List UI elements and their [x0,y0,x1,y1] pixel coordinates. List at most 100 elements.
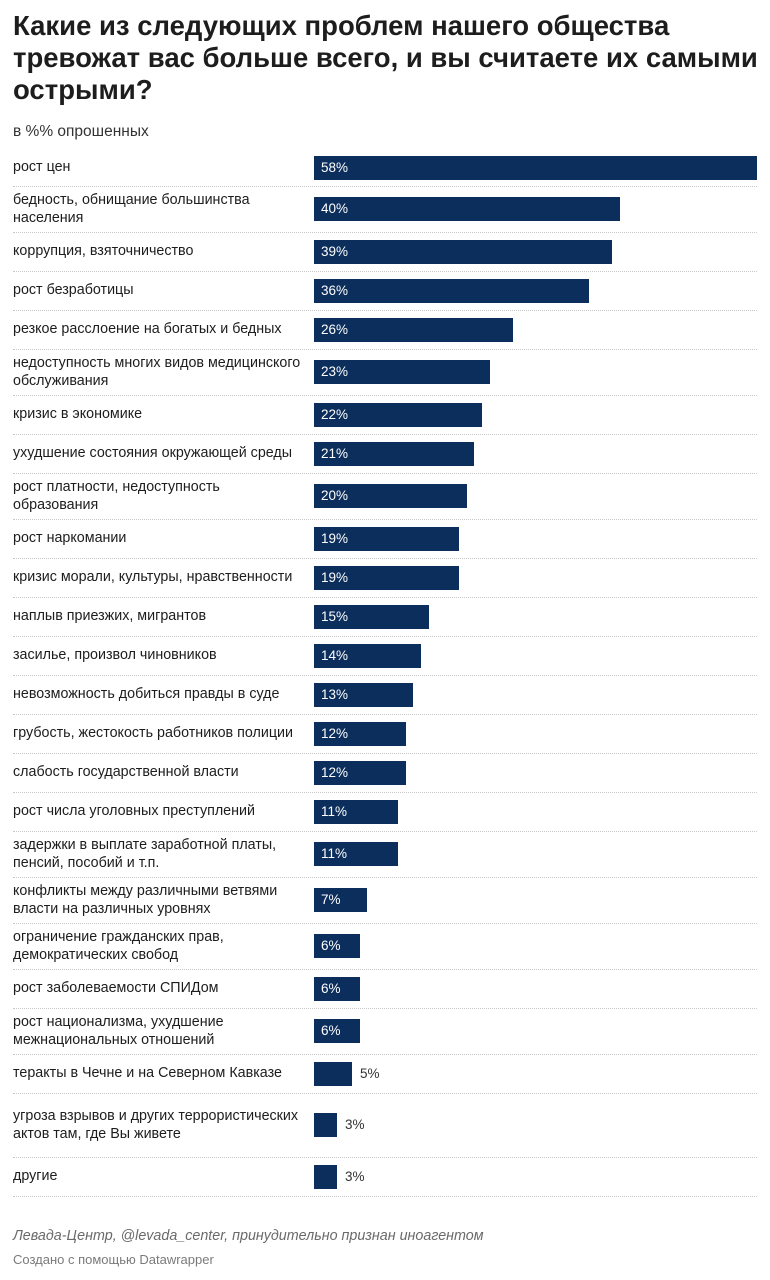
bar [314,1113,337,1137]
category-label: наплыв приезжих, мигрантов [13,608,207,624]
category-label: угроза взрывов и других террористических… [13,1108,299,1142]
bar [314,761,406,785]
value-label: 19% [321,570,349,585]
value-label: 21% [321,446,349,461]
category-label: рост платности, недоступность образовани… [13,479,220,513]
bar-row: наплыв приезжих, мигрантов 15% [13,597,757,637]
category-label: недоступность многих видов медицинского … [13,355,301,389]
bar [314,527,459,551]
category-label: другие [13,1168,58,1184]
bar [314,934,360,958]
category-label: рост числа уголовных преступлений [13,803,255,819]
bar [314,279,589,303]
bar [314,888,367,912]
bar-row: бедность, обнищание большинства населени… [13,186,757,233]
category-label: слабость государственной власти [13,764,239,780]
category-label: задержки в выплате заработной платы, пен… [13,837,277,871]
category-label: рост национализма, ухудшение межнационал… [13,1014,224,1048]
value-label: 12% [321,726,349,741]
category-label: коррупция, взяточничество [13,243,194,259]
value-label: 7% [321,892,341,907]
category-label: резкое расслоение на богатых и бедных [13,321,282,337]
value-label: 58% [321,160,349,175]
bar [314,360,490,384]
bar-row: рост заболеваемости СПИДом 6% [13,969,757,1009]
value-label: 11% [321,804,348,819]
bar [314,977,360,1001]
category-label: кризис морали, культуры, нравственности [13,569,293,585]
bar [314,605,429,629]
value-label: 15% [321,609,349,624]
bar-row: засилье, произвол чиновников 14% [13,636,757,676]
bar-row: задержки в выплате заработной платы, пен… [13,831,757,878]
category-label: рост безработицы [13,282,134,298]
category-label: рост наркомании [13,530,127,546]
bar [314,1062,352,1086]
value-label: 3% [345,1169,365,1184]
value-label: 39% [321,244,349,259]
bar [314,156,757,180]
bar-row: конфликты между различными ветвями власт… [13,877,757,924]
bar [314,800,398,824]
value-label: 40% [321,201,349,216]
bar [314,484,467,508]
bar-row: слабость государственной власти 12% [13,753,757,793]
value-label: 22% [321,407,349,422]
bar-row: рост цен 58% [13,150,757,187]
bar [314,442,474,466]
bar-row: резкое расслоение на богатых и бедных 26% [13,310,757,350]
category-label: ухудшение состояния окружающей среды [13,445,293,461]
value-label: 14% [321,648,349,663]
category-label: рост цен [13,159,71,175]
value-label: 23% [321,364,349,379]
bar [314,403,482,427]
bar-row: другие 3% [13,1157,757,1197]
category-label: рост заболеваемости СПИДом [13,980,219,996]
value-label: 19% [321,531,349,546]
bar-row: ухудшение состояния окружающей среды 21% [13,434,757,474]
bar-row: недоступность многих видов медицинского … [13,349,757,396]
bar-row: угроза взрывов и других террористических… [13,1093,757,1158]
value-label: 11% [321,846,348,861]
bar-row: кризис в экономике 22% [13,395,757,435]
bar [314,1165,337,1189]
value-label: 3% [345,1117,365,1132]
bar [314,240,612,264]
chart-title: Какие из следующих проблем нашего общест… [13,10,758,105]
bar [314,1019,360,1043]
value-label: 12% [321,765,349,780]
value-label: 36% [321,283,349,298]
category-label: невозможность добиться правды в суде [13,686,280,702]
category-label: грубость, жестокость работников полиции [13,725,293,741]
value-label: 26% [321,322,349,337]
bar-row: грубость, жестокость работников полиции 1… [13,714,757,754]
bar-chart: рост цен 58% бедность, обнищание большинст… [13,150,757,1213]
bar-row: коррупция, взяточничество 39% [13,232,757,272]
bar [314,318,513,342]
value-label: 20% [321,488,349,503]
bar [314,197,620,221]
value-label: 6% [321,981,341,996]
category-label: кризис в экономике [13,406,143,422]
bar-row: рост платности, недоступность образовани… [13,473,757,520]
value-label: 13% [321,687,349,702]
value-label: 6% [321,938,341,953]
bar-row: кризис морали, культуры, нравственности 1… [13,558,757,598]
bar [314,842,398,866]
bar-row: рост наркомании 19% [13,519,757,559]
bar [314,566,459,590]
bar [314,683,413,707]
source-note: Левада-Центр, @levada_center, принудител… [13,1228,484,1244]
bar-row: рост национализма, ухудшение межнационал… [13,1008,757,1055]
datawrapper-credit: Создано с помощью Datawrapper [13,1252,214,1267]
category-label: бедность, обнищание большинства населени… [13,192,250,226]
bar [314,644,421,668]
bar-row: рост безработицы 36% [13,271,757,311]
chart-subtitle: в %% опрошенных [13,123,149,140]
category-label: конфликты между различными ветвями власт… [13,883,278,917]
category-label: теракты в Чечне и на Северном Кавказе [13,1065,282,1081]
category-label: засилье, произвол чиновников [13,647,217,663]
category-label: ограничение гражданских прав, демократич… [13,929,224,963]
value-label: 6% [321,1023,341,1038]
bar-row: теракты в Чечне и на Северном Кавказе 5% [13,1054,757,1094]
